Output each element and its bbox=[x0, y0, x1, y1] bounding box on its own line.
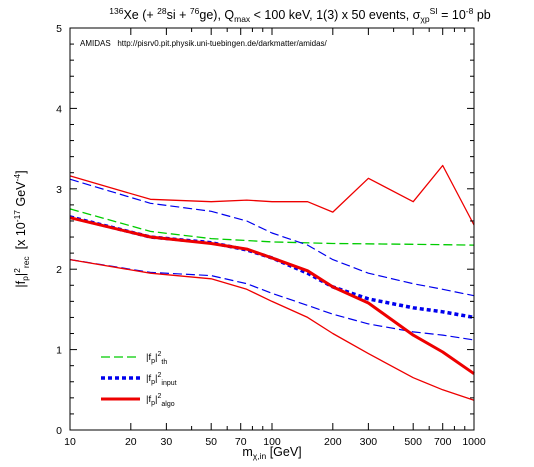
xlabel-main: m bbox=[242, 445, 252, 459]
legend-label-part: |f bbox=[146, 373, 151, 384]
x-tick-label: 100 bbox=[263, 436, 281, 448]
y-tick-label: 1 bbox=[56, 345, 62, 357]
legend-label-algo: |fp|2algo bbox=[146, 393, 175, 408]
x-axis-label: mχ,in [GeV] bbox=[242, 445, 301, 461]
title-part-4: < 100 keV, 1(3) x 50 events, σ bbox=[250, 8, 420, 22]
y-tick-label: 4 bbox=[56, 103, 62, 115]
legend-label-part: p bbox=[151, 379, 155, 386]
ylabel-sub-2: rec bbox=[21, 256, 31, 269]
ylabel-sup-2: -17 bbox=[12, 210, 22, 223]
ylabel-sup-3: -4 bbox=[12, 174, 22, 182]
legend-label-part: p bbox=[151, 358, 155, 365]
ylabel-sup-1: 2 bbox=[12, 268, 22, 273]
legend-label-part: 2 bbox=[157, 393, 161, 400]
plot-area bbox=[69, 164, 475, 401]
ylabel-p3: [x 10 bbox=[14, 222, 28, 256]
title-sup-3: 76 bbox=[190, 6, 200, 16]
ylabel-sub-1: p bbox=[20, 276, 30, 281]
title-part-3: ge), Q bbox=[199, 8, 234, 22]
title-sup-2: 28 bbox=[157, 6, 167, 16]
x-tick-label: 1000 bbox=[462, 436, 486, 448]
series-line-th bbox=[69, 208, 475, 246]
y-tick-label: 0 bbox=[56, 425, 62, 437]
chart-title: 136Xe (+ 28si + 76ge), Qmax < 100 keV, 1… bbox=[109, 6, 491, 24]
plot-frame bbox=[69, 27, 475, 431]
legend-label-part: | bbox=[155, 394, 157, 405]
title-sup-5: -8 bbox=[466, 6, 474, 16]
x-tick-label: 200 bbox=[324, 436, 342, 448]
ylabel-p5: ] bbox=[14, 170, 28, 173]
axes: 10 20 30 50 70 100 200 300 500 700 1000 0 1 2 3 4 5 bbox=[56, 23, 486, 448]
ylabel-p2: | bbox=[14, 273, 28, 276]
legend-label-input: |fp|2input bbox=[146, 372, 177, 387]
title-sup-1: 136 bbox=[109, 6, 123, 16]
title-part-6: pb bbox=[473, 8, 490, 22]
series-line-algo-lo bbox=[69, 258, 475, 401]
legend-label-part: 2 bbox=[157, 372, 161, 379]
series-line-input-hi bbox=[69, 178, 475, 297]
legend-label-part: input bbox=[161, 380, 176, 387]
y-axis-label: |fp|2rec [x 10-17 GeV-4] bbox=[12, 170, 31, 287]
legend: |fp|2th|fp|2input|fp|2algo bbox=[101, 351, 177, 408]
title-part-1: Xe (+ bbox=[123, 8, 157, 22]
title-sup-4: SI bbox=[430, 6, 438, 16]
legend-label-part: |f bbox=[146, 394, 151, 405]
legend-label-part: th bbox=[161, 359, 167, 366]
x-tick-label: 20 bbox=[125, 436, 137, 448]
legend-label-part: | bbox=[155, 373, 157, 384]
x-tick-label: 500 bbox=[404, 436, 422, 448]
legend-label-part: p bbox=[151, 400, 155, 407]
x-tick-label: 30 bbox=[161, 436, 173, 448]
x-tick-label: 300 bbox=[360, 436, 378, 448]
xlabel-unit: [GeV] bbox=[266, 445, 301, 459]
legend-label-th: |fp|2th bbox=[146, 351, 167, 366]
title-sub-1: max bbox=[234, 14, 251, 24]
series-line-algo bbox=[69, 216, 475, 375]
x-tick-label: 70 bbox=[235, 436, 247, 448]
ylabel-p4: GeV bbox=[14, 181, 28, 210]
y-tick-label: 3 bbox=[56, 184, 62, 196]
amidas-annotation: AMIDAS http://pisrv0.pit.physik.uni-tueb… bbox=[80, 39, 328, 48]
title-sub-2: χp bbox=[420, 14, 429, 24]
series-line-algo-hi bbox=[69, 164, 475, 226]
xlabel-sub: χ,in bbox=[253, 451, 267, 461]
ylabel-p1: |f bbox=[14, 280, 28, 287]
x-tick-label: 700 bbox=[434, 436, 452, 448]
legend-label-part: | bbox=[155, 352, 157, 363]
x-tick-label: 10 bbox=[64, 436, 76, 448]
legend-label-part: |f bbox=[146, 352, 151, 363]
y-tick-label: 2 bbox=[56, 264, 62, 276]
title-part-2: si + bbox=[167, 8, 190, 22]
x-tick-label: 50 bbox=[205, 436, 217, 448]
legend-label-part: algo bbox=[161, 401, 174, 408]
legend-label-part: 2 bbox=[157, 351, 161, 358]
series-line-input bbox=[69, 215, 475, 320]
title-part-5: = 10 bbox=[438, 8, 466, 22]
series-line-input-lo bbox=[69, 259, 475, 341]
y-tick-label: 5 bbox=[56, 23, 62, 35]
